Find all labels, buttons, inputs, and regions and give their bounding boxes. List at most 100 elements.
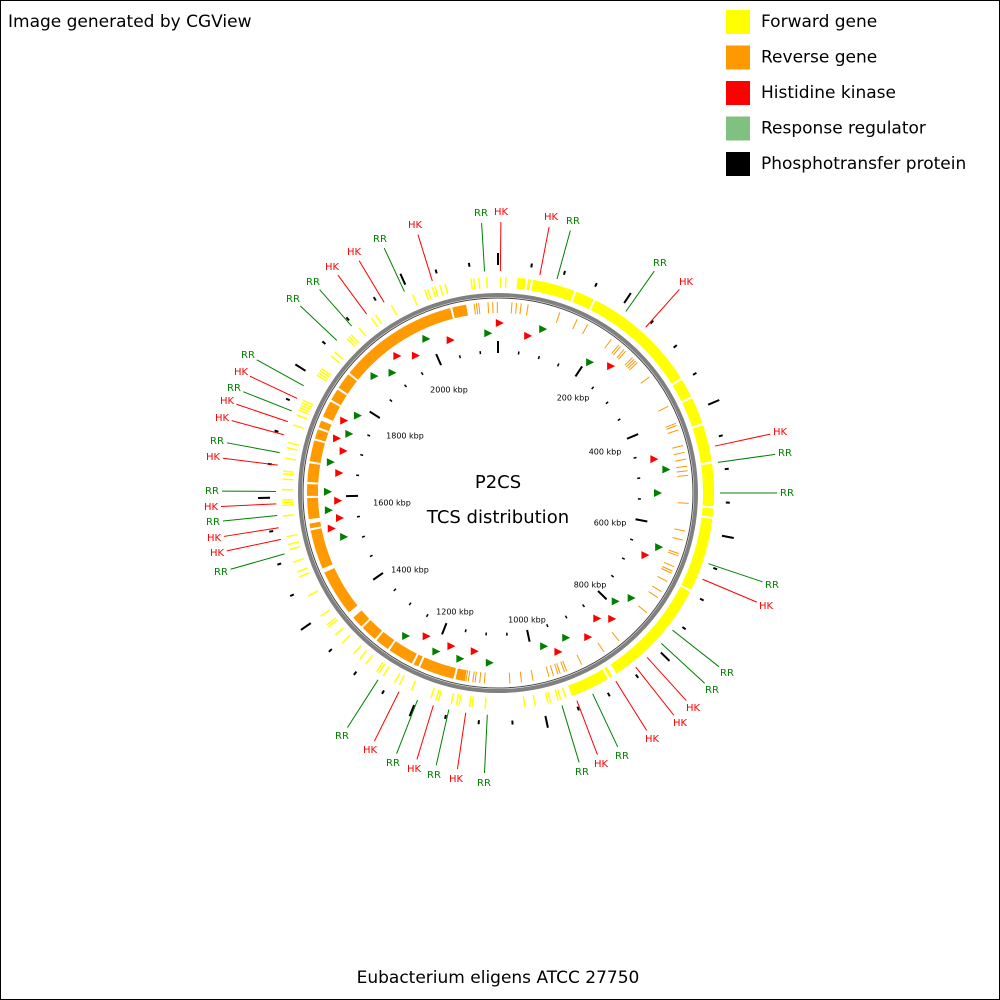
reverse-gene [369,626,379,636]
forward-gene [296,567,308,573]
forward-gene [697,445,710,451]
forward-gene [655,622,666,632]
inner-tick [361,535,366,538]
reverse-gene [555,312,561,323]
reverse-gene [399,647,408,658]
outer-tick [321,340,327,345]
outer-tick [285,397,291,402]
forward-gene [302,399,314,406]
reverse-gene [332,583,344,592]
forward-gene [694,430,706,437]
reverse-gene [556,663,561,674]
reverse-gene [432,312,439,325]
reverse-gene [637,605,648,614]
reverse-gene [423,316,430,328]
reverse-gene [549,665,555,676]
reverse-gene [392,332,401,343]
forward-gene [567,289,575,302]
reverse-gene [667,551,679,557]
forward-gene [553,285,560,297]
reverse-gene [354,365,365,375]
legend-swatch [726,116,750,141]
reverse-gene [676,470,688,473]
reverse-gene [366,623,376,633]
reverse-gene [515,302,518,314]
forward-gene [701,471,714,476]
reverse-gene [347,603,358,613]
outer-tick [721,534,734,539]
tcs-marker [524,331,533,340]
forward-gene [307,590,319,597]
forward-gene [612,661,622,673]
inner-tick [425,613,429,618]
reverse-gene [385,638,395,650]
reverse-gene [677,502,689,504]
reverse-gene [314,543,326,549]
reverse-gene [311,449,323,455]
feature-label: HK [773,427,788,438]
tcs-marker [333,434,342,443]
forward-gene [644,342,655,353]
reverse-gene [316,431,328,438]
forward-gene [550,284,557,296]
forward-gene [434,286,439,298]
reverse-gene [308,470,320,474]
forward-gene [458,694,462,706]
forward-gene [624,652,634,663]
reverse-gene [313,538,325,545]
forward-gene [544,692,549,704]
reverse-gene [362,357,372,367]
leader-line [539,226,550,276]
tcs-marker [422,334,431,343]
forward-gene [646,344,657,355]
leader-line [220,503,277,508]
outer-tick [381,689,385,695]
leader-line [481,222,486,272]
forward-gene [628,326,638,337]
forward-gene [696,437,708,444]
forward-gene [694,432,707,439]
reverse-gene [308,465,320,470]
reverse-gene [311,530,323,536]
reverse-gene [640,376,650,384]
reverse-gene [667,429,679,434]
forward-gene [546,283,552,295]
reverse-gene [362,620,373,630]
outer-tick [408,704,415,717]
forward-gene [697,537,709,543]
reverse-gene [545,666,550,678]
forward-gene [555,285,562,298]
feature-label: RR [778,448,792,459]
reverse-gene [465,670,469,682]
leader-line [236,403,288,423]
inner-tick [582,604,586,608]
reverse-gene [328,403,339,411]
forward-gene [286,446,298,451]
forward-gene [687,568,699,576]
reverse-gene [378,633,388,644]
forward-gene [639,638,650,649]
forward-gene [595,671,604,684]
reverse-gene [320,420,332,428]
header-text: Image generated by CGView [8,12,252,32]
reverse-gene [375,344,385,355]
feature-label: HK [759,601,774,612]
forward-gene [693,551,705,558]
leader-line [230,553,285,570]
forward-gene [485,277,489,289]
forward-gene [538,281,545,293]
leader-line [702,578,757,603]
reverse-gene [662,566,673,572]
reverse-gene [460,669,465,681]
reverse-gene [404,325,413,337]
kbp-label: 1800 kbp [386,432,424,441]
forward-gene [674,595,686,604]
reverse-gene [317,429,329,436]
forward-gene [665,608,677,617]
reverse-gene [331,397,343,406]
feature-label: HK [544,212,559,223]
reverse-gene [319,422,331,430]
forward-gene [630,328,640,339]
reverse-gene [317,551,329,558]
forward-gene [586,298,594,310]
